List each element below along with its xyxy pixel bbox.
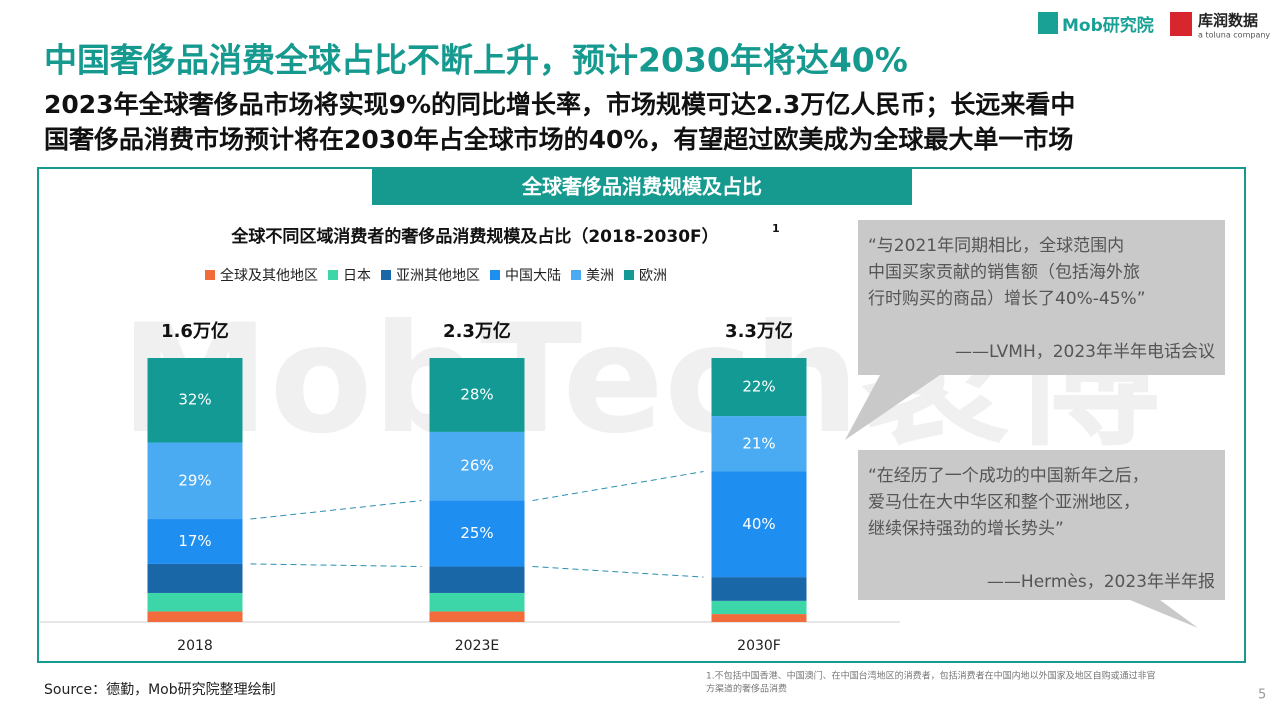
legend-label: 全球及其他地区: [220, 267, 318, 284]
legend-swatch: [571, 270, 581, 280]
bar-segment: [147, 611, 243, 622]
bar-segment: [147, 592, 243, 612]
bar-segment: [711, 614, 807, 622]
legend-swatch: [328, 270, 338, 280]
connector: [250, 500, 422, 520]
value-label: 22%: [742, 378, 775, 396]
legend-label: 亚洲其他地区: [396, 268, 480, 284]
logo-icon: [1170, 12, 1192, 36]
x-tick-label: 2023E: [455, 638, 499, 654]
legend-label: 日本: [343, 268, 371, 284]
total-label: 1.6万亿: [161, 320, 229, 342]
value-label: 17%: [178, 532, 211, 550]
bar-segment: [147, 442, 243, 520]
page-number: 5: [1258, 688, 1266, 703]
bar-segment: [711, 577, 807, 601]
connector: [532, 471, 704, 502]
legend-swatch: [381, 270, 391, 280]
bar-segment: [429, 358, 525, 432]
value-label: 32%: [178, 391, 211, 409]
quote-source: ——Hermès，2023年半年报: [987, 572, 1215, 592]
value-label: 25%: [460, 524, 493, 542]
value-label: 21%: [742, 434, 775, 452]
bar-segment: [429, 611, 525, 622]
section-header: [372, 169, 912, 205]
chart-title: 全球不同区域消费者的奢侈品消费规模及占比（2018-2030F）: [230, 226, 718, 247]
legend-swatch: [624, 270, 634, 280]
bar-segment: [711, 416, 807, 472]
bar-segment: [429, 500, 525, 567]
x-tick-label: 2030F: [737, 638, 781, 654]
quote-text: “与2021年同期相比，全球范围内: [868, 236, 1124, 256]
connector: [532, 566, 704, 578]
section-title: 全球奢侈品消费规模及占比: [521, 175, 762, 199]
frame: [37, 167, 1246, 663]
quote-source: ——LVMH，2023年半年电话会议: [955, 342, 1215, 362]
quote-box: [845, 220, 1225, 440]
bar-segment: [429, 592, 525, 612]
x-tick-label: 2018: [177, 638, 213, 654]
subtitle: 2023年全球奢侈品市场将实现9%的同比增长率，市场规模可达2.3万亿人民币；长…: [44, 90, 1075, 119]
bar-segment: [147, 519, 243, 564]
logo-icon: [1038, 12, 1058, 34]
connector: [250, 563, 422, 568]
quote-text: 继续保持强劲的增长势头”: [868, 519, 1064, 539]
quote-box: [858, 450, 1225, 628]
title: 中国奢侈品消费全球占比不断上升，预计2030年将达40%: [44, 41, 908, 80]
bar-segment: [429, 566, 525, 593]
source: Source：德勤，Mob研究院整理绘制: [44, 682, 276, 698]
legend-label: 美洲: [586, 268, 614, 284]
bar-segment: [711, 471, 807, 578]
quote-text: “在经历了一个成功的中国新年之后，: [868, 466, 1149, 486]
subtitle: 国奢侈品消费市场预计将在2030年占全球市场的40%，有望超过欧美成为全球最大单…: [44, 125, 1073, 154]
bar-segment: [429, 431, 525, 501]
bar-segment: [711, 600, 807, 615]
value-label: 28%: [460, 385, 493, 403]
logo-right: 库润数据: [1198, 12, 1258, 30]
logo-right-sub: a toluna company: [1198, 31, 1270, 40]
quote-text: 行时购买的商品）增长了40%-45%”: [868, 289, 1146, 309]
total-label: 3.3万亿: [725, 320, 793, 342]
legend-label: 中国大陆: [505, 268, 561, 284]
legend-swatch: [205, 270, 215, 280]
legend-label: 欧洲: [639, 268, 667, 284]
bar-segment: [147, 563, 243, 593]
footnote: 方渠道的奢侈品消费: [706, 683, 787, 695]
total-label: 2.3万亿: [443, 320, 511, 342]
quote-text: 爱马仕在大中华区和整个亚洲地区，: [868, 493, 1140, 513]
legend-swatch: [490, 270, 500, 280]
bar-segment: [711, 358, 807, 417]
value-label: 26%: [460, 457, 493, 475]
logo-left: Mob研究院: [1062, 15, 1154, 36]
value-label: 40%: [742, 515, 775, 533]
footnote: 1.不包括中国香港、中国澳门、在中国台湾地区的消费者，包括消费者在中国内地以外国…: [706, 670, 1156, 682]
quote-text: 中国买家贡献的销售额（包括海外旅: [868, 263, 1140, 283]
bar-segment: [147, 358, 243, 443]
value-label: 29%: [178, 471, 211, 489]
chart-title-note: 1: [772, 222, 780, 235]
